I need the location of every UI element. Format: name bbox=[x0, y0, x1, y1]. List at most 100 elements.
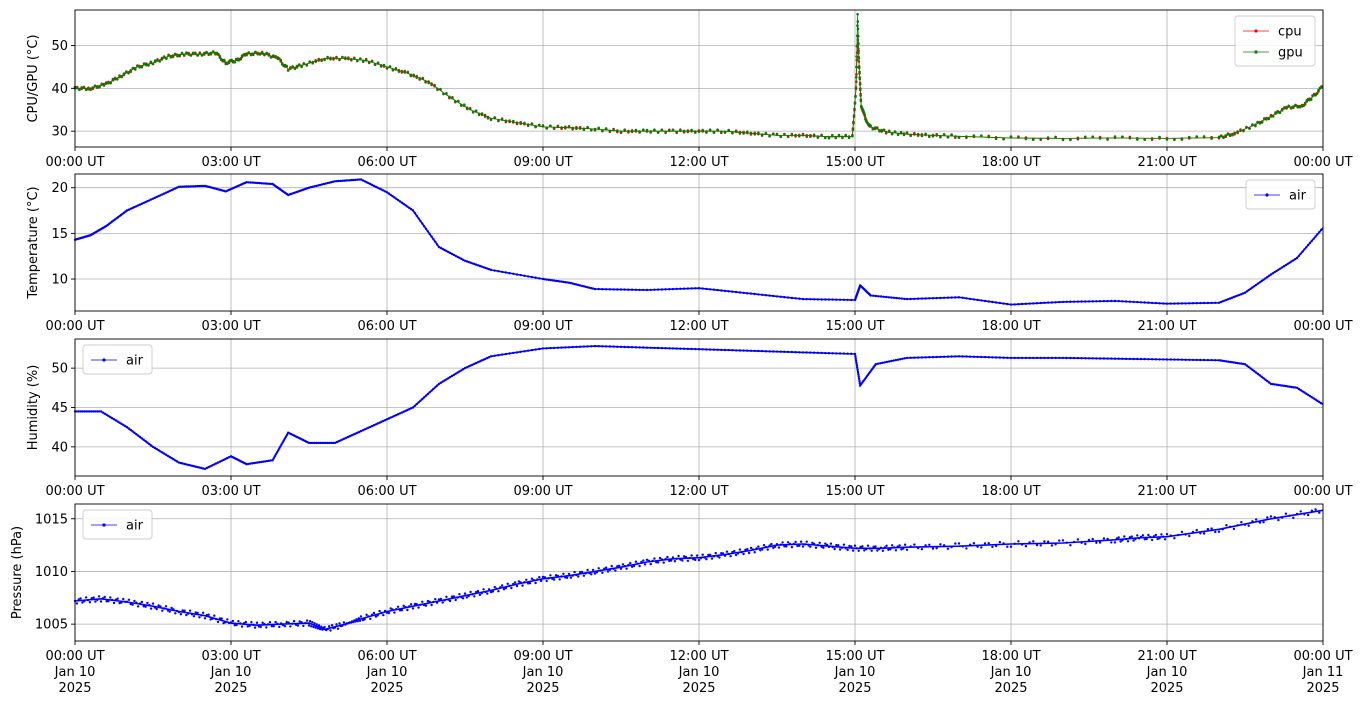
data-point bbox=[171, 54, 175, 57]
data-point bbox=[1258, 521, 1262, 524]
data-point bbox=[324, 441, 327, 445]
data-point bbox=[270, 625, 274, 628]
data-point bbox=[298, 63, 301, 67]
data-point bbox=[881, 361, 884, 364]
data-point bbox=[586, 568, 589, 572]
data-point bbox=[905, 131, 909, 135]
data-point bbox=[1154, 533, 1158, 537]
data-point bbox=[853, 102, 857, 105]
data-point bbox=[983, 542, 987, 545]
data-point bbox=[991, 300, 994, 304]
data-point bbox=[781, 541, 784, 544]
data-point bbox=[534, 125, 537, 129]
data-point bbox=[486, 267, 489, 270]
data-point bbox=[1084, 135, 1087, 139]
data-point bbox=[1110, 299, 1113, 303]
data-point bbox=[630, 130, 634, 134]
data-point bbox=[935, 133, 938, 136]
data-point bbox=[331, 180, 335, 183]
data-point bbox=[1227, 360, 1230, 363]
data-point bbox=[480, 265, 483, 268]
data-point bbox=[172, 608, 175, 611]
data-point bbox=[571, 282, 574, 285]
data-point bbox=[1254, 518, 1258, 521]
data-point bbox=[586, 286, 589, 289]
data-point bbox=[584, 572, 587, 575]
data-point bbox=[634, 346, 638, 349]
data-point bbox=[396, 198, 400, 202]
data-point bbox=[515, 584, 519, 588]
data-point bbox=[697, 348, 701, 351]
data-point bbox=[443, 379, 446, 382]
x-tick-label: 00:00 UT bbox=[1293, 319, 1352, 334]
data-point bbox=[515, 273, 519, 276]
data-point bbox=[935, 296, 938, 300]
data-point bbox=[1024, 356, 1028, 360]
data-point bbox=[83, 410, 86, 413]
data-point bbox=[191, 51, 195, 55]
data-point bbox=[1319, 228, 1323, 232]
data-point bbox=[177, 610, 181, 614]
data-point bbox=[372, 424, 376, 427]
data-point bbox=[387, 417, 391, 420]
data-point bbox=[1295, 512, 1299, 516]
x-tick-label: 15:00 UT bbox=[825, 649, 884, 664]
x-tick-label: 21:00 UT bbox=[1137, 319, 1196, 334]
data-point bbox=[116, 78, 119, 81]
data-point bbox=[160, 56, 164, 60]
data-point bbox=[1150, 538, 1154, 542]
y-tick-label: 1015 bbox=[35, 512, 68, 527]
data-point bbox=[116, 420, 119, 423]
data-point bbox=[682, 347, 686, 350]
data-point bbox=[142, 201, 145, 205]
data-point bbox=[562, 572, 565, 575]
data-point bbox=[144, 200, 147, 204]
data-point bbox=[192, 615, 196, 618]
data-point bbox=[827, 352, 831, 355]
data-point bbox=[844, 133, 847, 137]
data-point bbox=[277, 449, 280, 452]
data-point bbox=[762, 544, 766, 547]
data-point bbox=[772, 546, 775, 550]
data-point bbox=[1121, 300, 1124, 303]
data-point bbox=[380, 420, 383, 423]
data-point bbox=[840, 546, 844, 549]
data-point bbox=[153, 606, 157, 609]
data-point bbox=[1043, 301, 1046, 304]
data-point bbox=[825, 543, 829, 547]
data-point bbox=[1295, 386, 1299, 389]
data-point bbox=[798, 544, 801, 547]
data-point bbox=[824, 351, 827, 355]
data-point bbox=[1136, 534, 1139, 537]
data-point bbox=[564, 281, 567, 284]
data-point bbox=[668, 347, 671, 350]
data-point bbox=[456, 255, 459, 259]
x-tick-label: 03:00 UT bbox=[201, 319, 260, 334]
data-point bbox=[1217, 301, 1221, 304]
data-point bbox=[354, 178, 357, 182]
data-point bbox=[278, 447, 281, 450]
data-point bbox=[1188, 135, 1191, 139]
data-point bbox=[909, 356, 912, 359]
data-point bbox=[1091, 537, 1094, 541]
data-point bbox=[716, 555, 719, 558]
data-point bbox=[764, 350, 768, 353]
data-point bbox=[946, 547, 950, 550]
data-point bbox=[1271, 272, 1275, 275]
x-tick-label: 00:00 UT bbox=[45, 155, 104, 170]
data-point bbox=[874, 363, 877, 366]
data-point bbox=[138, 435, 142, 439]
data-point bbox=[233, 60, 236, 64]
data-point bbox=[859, 94, 862, 97]
data-point bbox=[523, 121, 526, 125]
x-tick-label: 18:00 UT bbox=[981, 319, 1040, 334]
data-point bbox=[1210, 527, 1213, 530]
data-point bbox=[1228, 360, 1232, 364]
data-point bbox=[701, 128, 704, 132]
data-point bbox=[972, 298, 976, 301]
data-point bbox=[757, 349, 760, 353]
data-point bbox=[627, 563, 630, 567]
data-point bbox=[183, 462, 186, 466]
data-point bbox=[382, 613, 385, 617]
data-point bbox=[380, 611, 383, 615]
